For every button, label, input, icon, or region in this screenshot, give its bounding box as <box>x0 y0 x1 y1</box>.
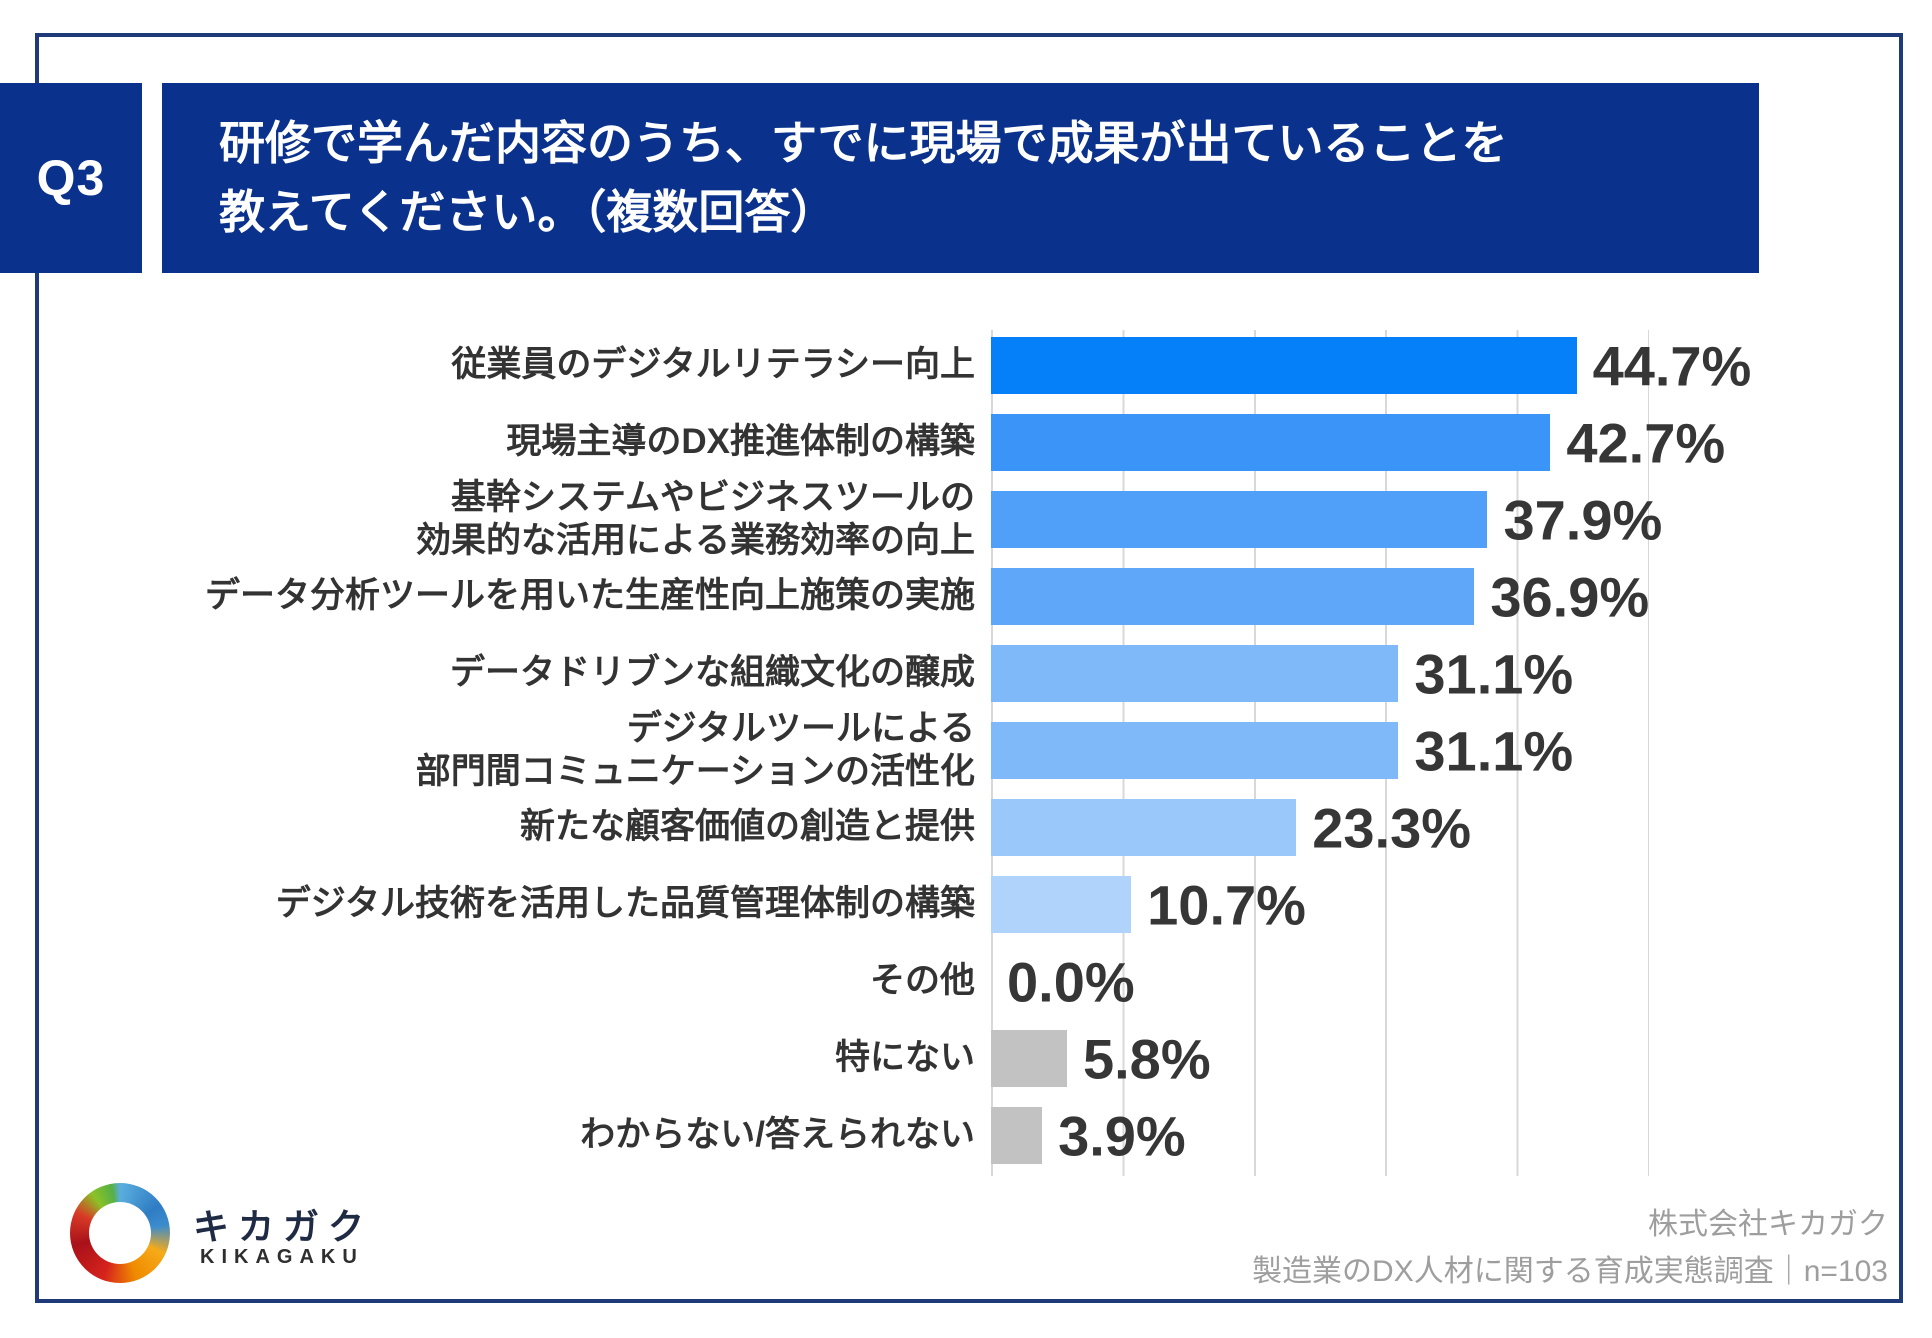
bar-chart: 従業員のデジタルリテラシー向上 44.7% 現場主導のDX推進体制の構築 42.7% 基… <box>0 327 1932 1176</box>
bar-track: 36.9% <box>991 558 1932 635</box>
question-title-line2: 教えてください。（複数回答） <box>219 186 837 238</box>
value-label: 36.9% <box>1490 565 1650 628</box>
question-title-line1: 研修で学んだ内容のうち、すでに現場で成果が出ていることを <box>219 117 1508 169</box>
bar-track: 3.9% <box>991 1097 1932 1174</box>
brand-name-en: KIKAGAKU <box>200 1246 364 1268</box>
bar-track: 44.7% <box>991 327 1932 404</box>
chart-row: わからない/答えられない 3.9% <box>0 1097 1932 1174</box>
bar <box>991 799 1297 856</box>
value-label: 3.9% <box>1058 1104 1186 1167</box>
bar <box>991 1030 1067 1087</box>
value-label: 31.1% <box>1414 719 1574 782</box>
source-company: 株式会社キカガク <box>1648 1208 1888 1241</box>
value-label: 23.3% <box>1312 796 1472 859</box>
question-number: Q3 <box>36 150 106 206</box>
bar <box>991 722 1399 779</box>
bar <box>991 645 1399 702</box>
category-label: 従業員のデジタルリテラシー向上 <box>451 345 975 385</box>
kikagaku-logo-icon <box>70 1183 170 1283</box>
category-label: デジタル技術を活用した品質管理体制の構築 <box>275 884 975 924</box>
category-label: 基幹システムやビジネスツールの 効果的な活用による業務効率の向上 <box>416 477 975 560</box>
value-label: 37.9% <box>1503 488 1663 551</box>
value-label: 44.7% <box>1592 334 1752 397</box>
source-credit: 株式会社キカガク 製造業のDX人材に関する育成実態調査｜n=103 <box>1252 1202 1888 1295</box>
bar-track: 42.7% <box>991 404 1932 481</box>
chart-row: データ分析ツールを用いた生産性向上施策の実施 36.9% <box>0 558 1932 635</box>
category-label: わからない/答えられない <box>580 1115 975 1155</box>
kikagaku-logo-hole <box>89 1202 151 1264</box>
bar-track: 10.7% <box>991 866 1932 943</box>
category-label: 現場主導のDX推進体制の構築 <box>506 422 975 462</box>
chart-row: 従業員のデジタルリテラシー向上 44.7% <box>0 327 1932 404</box>
bar <box>991 876 1132 933</box>
value-label: 42.7% <box>1566 411 1726 474</box>
brand-name-jp: キカガク <box>193 1206 374 1247</box>
bar-track: 37.9% <box>991 481 1932 558</box>
source-survey: 製造業のDX人材に関する育成実態調査｜n=103 <box>1252 1254 1888 1288</box>
value-label: 31.1% <box>1414 642 1574 705</box>
chart-row: デジタル技術を活用した品質管理体制の構築 10.7% <box>0 866 1932 943</box>
bar <box>991 568 1475 625</box>
bar-track: 0.0% <box>991 943 1932 1020</box>
category-label: 新たな顧客価値の創造と提供 <box>519 807 975 847</box>
bar-track: 31.1% <box>991 712 1932 789</box>
category-label: その他 <box>869 961 975 1001</box>
question-title-banner: 研修で学んだ内容のうち、すでに現場で成果が出ていることを 教えてください。（複数… <box>162 83 1759 273</box>
bar-track: 23.3% <box>991 789 1932 866</box>
bar <box>991 414 1551 471</box>
chart-row: データドリブンな組織文化の醸成 31.1% <box>0 635 1932 712</box>
chart-row: デジタルツールによる 部門間コミュニケーションの活性化 31.1% <box>0 709 1932 791</box>
category-label: 特にない <box>834 1038 975 1078</box>
category-label: デジタルツールによる 部門間コミュニケーションの活性化 <box>415 708 975 791</box>
bar-track: 5.8% <box>991 1020 1932 1097</box>
chart-row: その他 0.0% <box>0 943 1932 1020</box>
bar-track: 31.1% <box>991 635 1932 712</box>
value-label: 5.8% <box>1082 1027 1211 1090</box>
category-label: データドリブンな組織文化の醸成 <box>449 653 975 693</box>
category-label: データ分析ツールを用いた生産性向上施策の実施 <box>204 576 975 616</box>
chart-rows: 従業員のデジタルリテラシー向上 44.7% 現場主導のDX推進体制の構築 42.7% 基… <box>0 327 1932 1174</box>
bar <box>991 491 1488 548</box>
bar <box>991 1107 1043 1164</box>
value-label: 10.7% <box>1147 873 1306 936</box>
question-number-badge: Q3 <box>0 83 142 273</box>
slide-border-frame <box>35 33 1903 1303</box>
chart-row: 基幹システムやビジネスツールの 効果的な活用による業務効率の向上 37.9% <box>0 478 1932 560</box>
chart-row: 現場主導のDX推進体制の構築 42.7% <box>0 404 1932 481</box>
bar <box>991 337 1577 394</box>
chart-row: 特にない 5.8% <box>0 1020 1932 1097</box>
chart-row: 新たな顧客価値の創造と提供 23.3% <box>0 789 1932 866</box>
value-label: 0.0% <box>1007 950 1135 1013</box>
